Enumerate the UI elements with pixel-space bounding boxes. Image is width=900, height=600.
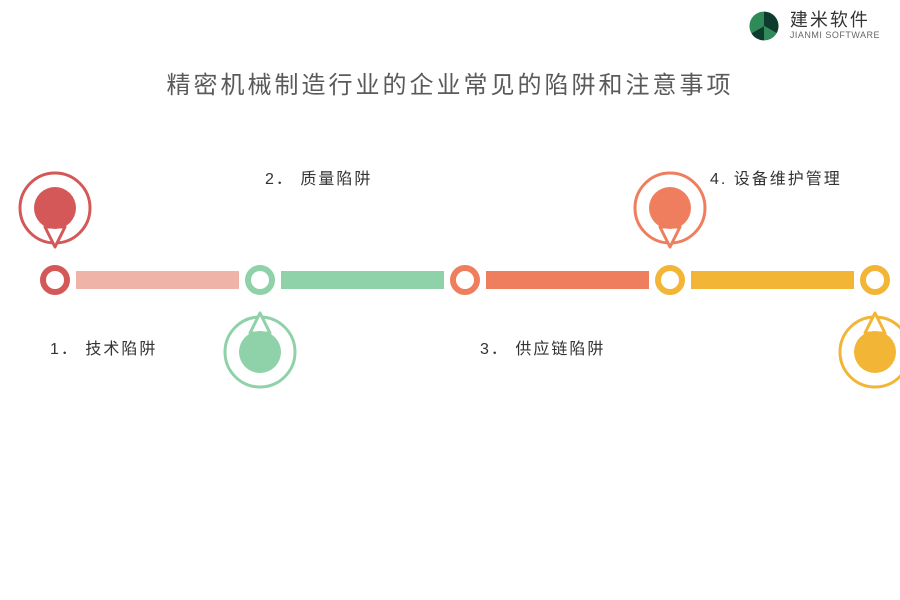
pin-2 [221,299,299,391]
timeline-ring-4 [655,265,685,295]
logo-cn: 建米软件 [790,11,880,31]
logo: 建米软件 JIANMI SOFTWARE [746,8,880,44]
pin-3 [631,169,709,261]
timeline-bar-4 [691,271,854,289]
timeline-bar-1 [76,271,239,289]
pin-1 [16,169,94,261]
timeline-ring-2 [245,265,275,295]
timeline-ring-5 [860,265,890,295]
timeline-ring-1 [40,265,70,295]
item-label-4: 4. 设备维护管理 [710,165,842,189]
timeline [40,265,860,295]
item-label-2: 2． 质量陷阱 [265,165,372,189]
logo-en: JIANMI SOFTWARE [790,31,880,41]
item-label-3: 3． 供应链陷阱 [480,335,605,359]
page-title: 精密机械制造行业的企业常见的陷阱和注意事项 [0,65,900,100]
timeline-bar-3 [486,271,649,289]
timeline-ring-3 [450,265,480,295]
logo-icon [746,8,782,44]
logo-text: 建米软件 JIANMI SOFTWARE [790,11,880,41]
item-label-1: 1． 技术陷阱 [50,335,157,359]
timeline-bar-2 [281,271,444,289]
pin-4 [836,299,900,391]
